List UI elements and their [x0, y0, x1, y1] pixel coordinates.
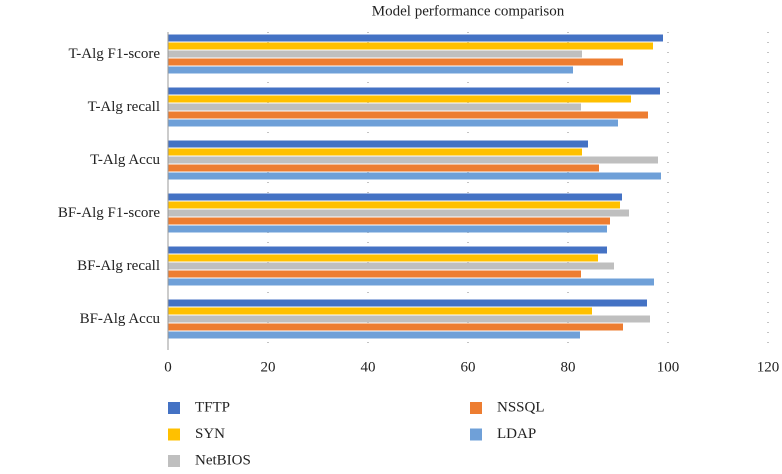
- bar: [168, 331, 580, 339]
- y-tick-label: BF-Alg Accu: [80, 311, 161, 327]
- bar: [168, 34, 663, 42]
- bar: [168, 111, 648, 119]
- y-tick-label: BF-Alg F1-score: [58, 205, 160, 221]
- chart-title: Model performance comparison: [372, 3, 565, 19]
- bar: [168, 103, 581, 111]
- bar: [168, 254, 598, 262]
- legend-swatch: [470, 402, 482, 414]
- legend-label: NSSQL: [497, 399, 545, 415]
- x-tick-label: 100: [657, 359, 680, 375]
- y-tick-label: T-Alg Accu: [90, 152, 160, 168]
- y-tick-label: T-Alg recall: [88, 99, 160, 115]
- bar: [168, 270, 581, 278]
- x-tick-label: 40: [361, 359, 376, 375]
- bar: [168, 156, 658, 164]
- legend-swatch: [168, 455, 180, 467]
- bar: [168, 119, 618, 127]
- bar: [168, 315, 650, 323]
- bar: [168, 307, 592, 315]
- bar: [168, 95, 631, 103]
- bar: [168, 201, 620, 209]
- y-tick-label: T-Alg F1-score: [68, 46, 160, 62]
- legend-swatch: [168, 428, 180, 441]
- legend-label: TFTP: [195, 399, 230, 415]
- bar: [168, 140, 588, 148]
- bar: [168, 164, 599, 172]
- x-tick-label: 20: [261, 359, 276, 375]
- bar: [168, 193, 622, 201]
- x-tick-label: 0: [164, 359, 172, 375]
- y-tick-label: BF-Alg recall: [77, 258, 160, 274]
- bar: [168, 217, 610, 225]
- bar: [168, 172, 661, 180]
- bar: [168, 66, 573, 74]
- legend-label: SYN: [195, 426, 225, 442]
- legend-swatch: [470, 428, 482, 441]
- bar: [168, 278, 654, 286]
- bar: [168, 225, 607, 233]
- legend-label: LDAP: [497, 426, 536, 442]
- bar: [168, 209, 629, 217]
- bar: [168, 323, 623, 331]
- bar: [168, 58, 623, 66]
- bar: [168, 148, 582, 156]
- bar: [168, 87, 660, 95]
- legend-label: NetBIOS: [195, 452, 251, 468]
- x-tick-label: 80: [561, 359, 576, 375]
- bar: [168, 262, 614, 270]
- bar: [168, 299, 647, 307]
- bar: [168, 246, 607, 254]
- x-tick-label: 120: [757, 359, 780, 375]
- bar: [168, 50, 582, 58]
- bar: [168, 42, 653, 50]
- x-tick-label: 60: [461, 359, 476, 375]
- legend-swatch: [168, 402, 180, 414]
